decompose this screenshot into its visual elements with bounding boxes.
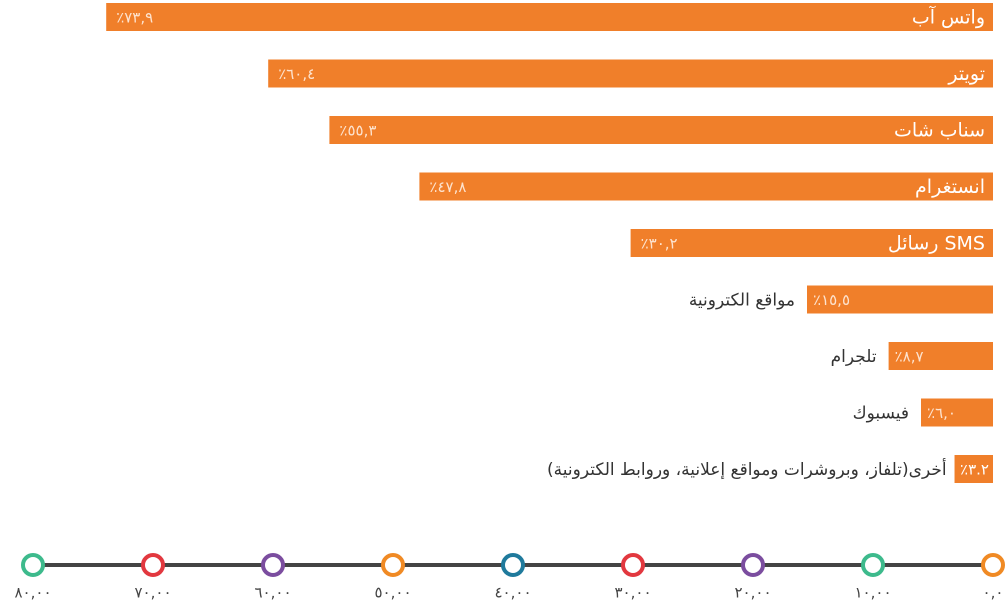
x-tick-label: ٢٠,٠٠ (735, 584, 772, 602)
x-tick-label: ٤٠,٠٠ (495, 584, 532, 602)
value-label: ٪٥٥,٣ (339, 122, 376, 140)
value-label: ٪٣.٢ (960, 461, 989, 479)
x-tick-label: ٦٠,٠٠ (255, 584, 292, 602)
category-label: سناب شات (894, 120, 985, 142)
x-tick-label: ٨٠,٠٠ (15, 584, 52, 602)
value-label: ٪٨,٧ (895, 348, 924, 366)
bar (630, 229, 993, 257)
category-label: تويتر (947, 63, 985, 85)
value-label: ٪٣٠,٢ (641, 235, 678, 253)
tick-mark (21, 553, 45, 577)
tick-mark (141, 553, 165, 577)
category-label: واتس آب (912, 5, 985, 29)
x-tick-label: ٠,٠ (983, 584, 1004, 602)
bar (921, 398, 993, 427)
tick-mark (981, 553, 1005, 577)
x-tick-label: ٧٠,٠٠ (135, 584, 172, 602)
x-tick-label: ٣٠,٠٠ (615, 584, 652, 602)
category-label: رسائل SMS (888, 233, 985, 255)
tick-mark (501, 553, 525, 577)
bar (106, 3, 993, 31)
bar (268, 59, 993, 88)
category-label: أخرى(تلفاز، وبروشرات ومواقع إعلانية، ورو… (547, 458, 947, 480)
x-tick-label: ٥٠,٠٠ (375, 584, 412, 602)
category-label: مواقع الكترونية (689, 291, 795, 311)
bar (419, 172, 993, 201)
value-label: ٪٦,٠ (927, 404, 956, 422)
bar (329, 116, 993, 144)
tick-mark (621, 553, 645, 577)
bar (807, 285, 993, 314)
tick-mark (381, 553, 405, 577)
value-label-bg (954, 455, 993, 483)
bar (888, 342, 993, 370)
value-label: ٪٧٣,٩ (116, 9, 153, 27)
tick-mark (261, 553, 285, 577)
category-label: فيسبوك (853, 404, 909, 424)
category-label: تلجرام (831, 347, 877, 367)
tick-mark (861, 553, 885, 577)
x-tick-label: ١٠,٠٠ (855, 584, 892, 602)
category-label: انستغرام (915, 176, 985, 198)
value-label: ٪٦٠,٤ (278, 65, 315, 83)
value-label: ٪١٥,٥ (813, 291, 850, 309)
value-label: ٪٤٧,٨ (429, 178, 466, 196)
tick-mark (741, 553, 765, 577)
